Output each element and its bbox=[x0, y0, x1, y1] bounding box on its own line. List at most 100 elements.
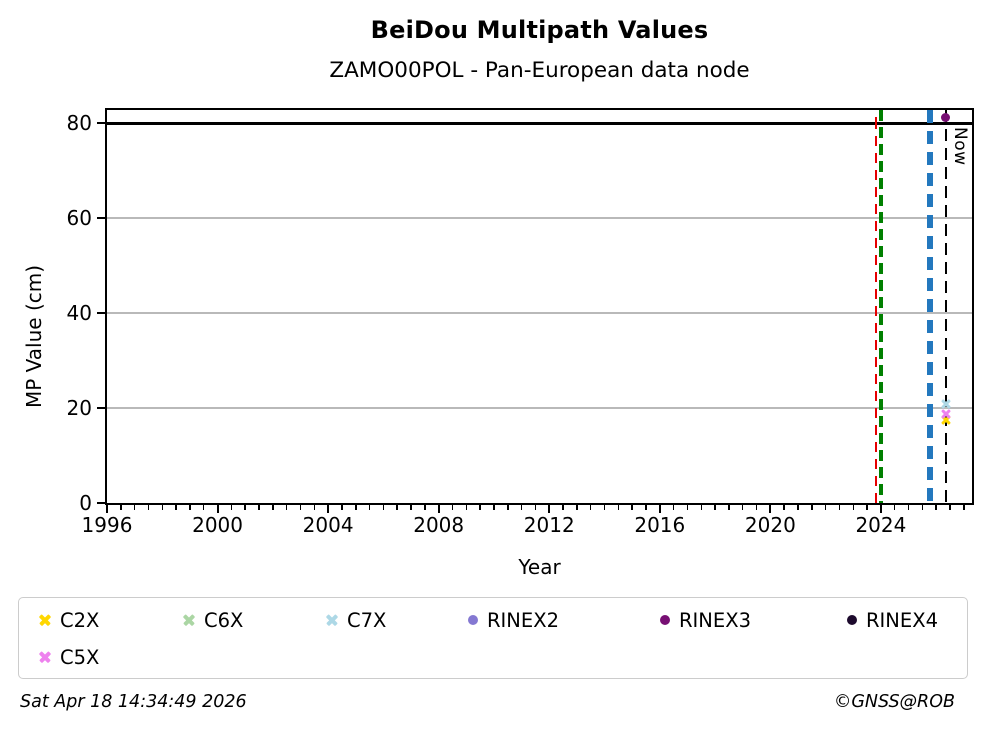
rinex4-marker-icon bbox=[847, 615, 857, 625]
x-tick bbox=[879, 505, 882, 513]
data-point-rinex3 bbox=[940, 112, 950, 122]
x-minor-tick bbox=[382, 505, 385, 510]
x-tick-label: 2000 bbox=[192, 513, 243, 537]
legend-label: C2X bbox=[60, 608, 100, 632]
x-minor-tick bbox=[589, 505, 592, 510]
x-minor-tick bbox=[493, 505, 495, 510]
x-tick bbox=[769, 505, 772, 513]
x-minor-tick bbox=[299, 505, 302, 510]
x-minor-tick bbox=[147, 505, 150, 510]
x-minor-tick bbox=[479, 505, 481, 510]
chart-title: BeiDou Multipath Values bbox=[370, 16, 709, 44]
x-minor-tick bbox=[272, 505, 274, 510]
x-minor-tick bbox=[672, 505, 675, 510]
rinex3-marker-icon bbox=[660, 615, 670, 625]
now-label: Now bbox=[950, 127, 970, 166]
x-minor-tick bbox=[755, 505, 758, 510]
x-minor-tick bbox=[424, 505, 426, 510]
x-minor-tick bbox=[921, 505, 924, 510]
data-point-c5x bbox=[941, 409, 951, 419]
x-minor-tick bbox=[866, 505, 868, 510]
x-tick-label: 2004 bbox=[302, 513, 354, 537]
x-minor-tick bbox=[686, 505, 689, 510]
x-minor-tick bbox=[258, 505, 260, 510]
x-minor-tick bbox=[907, 505, 910, 510]
y-tick-label: 60 bbox=[66, 206, 92, 230]
x-minor-tick bbox=[120, 505, 122, 510]
y-tick-label: 20 bbox=[66, 396, 92, 420]
blue-event-line bbox=[927, 110, 934, 503]
x-minor-tick bbox=[949, 505, 951, 510]
x-tick-label: 2020 bbox=[744, 513, 796, 537]
x-minor-tick bbox=[824, 505, 827, 510]
plot-area: Now bbox=[105, 108, 974, 505]
x-minor-tick bbox=[202, 505, 205, 510]
x-minor-tick bbox=[368, 505, 371, 510]
x-minor-tick bbox=[396, 505, 398, 510]
x-tick bbox=[548, 505, 551, 513]
y-tick-label: 80 bbox=[66, 111, 92, 135]
legend-item-rinex4: RINEX4 bbox=[847, 607, 938, 633]
x-minor-tick bbox=[603, 505, 606, 510]
x-minor-tick bbox=[714, 505, 716, 510]
legend-label: RINEX2 bbox=[487, 608, 559, 632]
y-tick bbox=[97, 122, 105, 124]
timestamp: Sat Apr 18 14:34:49 2026 bbox=[20, 692, 247, 712]
x-tick bbox=[327, 505, 330, 513]
x-minor-tick bbox=[520, 505, 523, 510]
x-minor-tick bbox=[741, 505, 744, 510]
x-minor-tick bbox=[893, 505, 896, 510]
x-minor-tick bbox=[133, 505, 136, 510]
gridline bbox=[107, 407, 972, 409]
x-minor-tick bbox=[797, 505, 799, 510]
x-tick bbox=[106, 505, 108, 513]
x-axis-label: Year bbox=[518, 555, 561, 579]
x-minor-tick bbox=[617, 505, 620, 510]
c2x-marker-icon bbox=[38, 614, 51, 627]
gridline bbox=[107, 312, 972, 314]
now-line bbox=[944, 110, 948, 503]
y-tick bbox=[97, 312, 105, 314]
gridline bbox=[107, 217, 972, 219]
legend-label: RINEX4 bbox=[866, 608, 938, 632]
red-event-line bbox=[874, 110, 878, 503]
x-tick bbox=[658, 505, 661, 513]
x-minor-tick bbox=[728, 505, 730, 510]
chart-subtitle: ZAMO00POL - Pan-European data node bbox=[329, 58, 750, 83]
x-minor-tick bbox=[576, 505, 578, 510]
x-tick-label: 2016 bbox=[634, 513, 686, 537]
x-tick-label: 2024 bbox=[855, 513, 907, 537]
x-minor-tick bbox=[852, 505, 855, 510]
legend-label: RINEX3 bbox=[679, 608, 751, 632]
legend-item-c7x: C7X bbox=[325, 607, 386, 633]
legend-item-rinex2: RINEX2 bbox=[468, 607, 559, 633]
x-tick-label: 2008 bbox=[413, 513, 465, 537]
y-tick bbox=[97, 217, 105, 219]
x-minor-tick bbox=[189, 505, 191, 510]
y-tick bbox=[97, 502, 105, 504]
legend-label: C7X bbox=[347, 608, 387, 632]
legend-item-c6x: C6X bbox=[182, 607, 243, 633]
legend-item-c2x: C2X bbox=[38, 607, 99, 633]
x-minor-tick bbox=[631, 505, 633, 510]
x-minor-tick bbox=[285, 505, 288, 510]
x-minor-tick bbox=[963, 505, 965, 510]
x-minor-tick bbox=[534, 505, 537, 510]
x-minor-tick bbox=[451, 505, 454, 510]
x-tick-label: 2012 bbox=[523, 513, 575, 537]
x-tick bbox=[216, 505, 219, 513]
c7x-marker-icon bbox=[325, 614, 338, 627]
x-minor-tick bbox=[507, 505, 509, 510]
x-minor-tick bbox=[175, 505, 177, 510]
x-minor-tick bbox=[410, 505, 412, 510]
x-tick bbox=[437, 505, 440, 513]
x-minor-tick bbox=[562, 505, 564, 510]
x-minor-tick bbox=[313, 505, 316, 510]
legend-label: C5X bbox=[60, 645, 100, 669]
x-minor-tick bbox=[645, 505, 647, 510]
x-minor-tick bbox=[244, 505, 246, 510]
x-minor-tick bbox=[465, 505, 468, 510]
x-minor-tick bbox=[783, 505, 785, 510]
x-minor-tick bbox=[700, 505, 702, 510]
